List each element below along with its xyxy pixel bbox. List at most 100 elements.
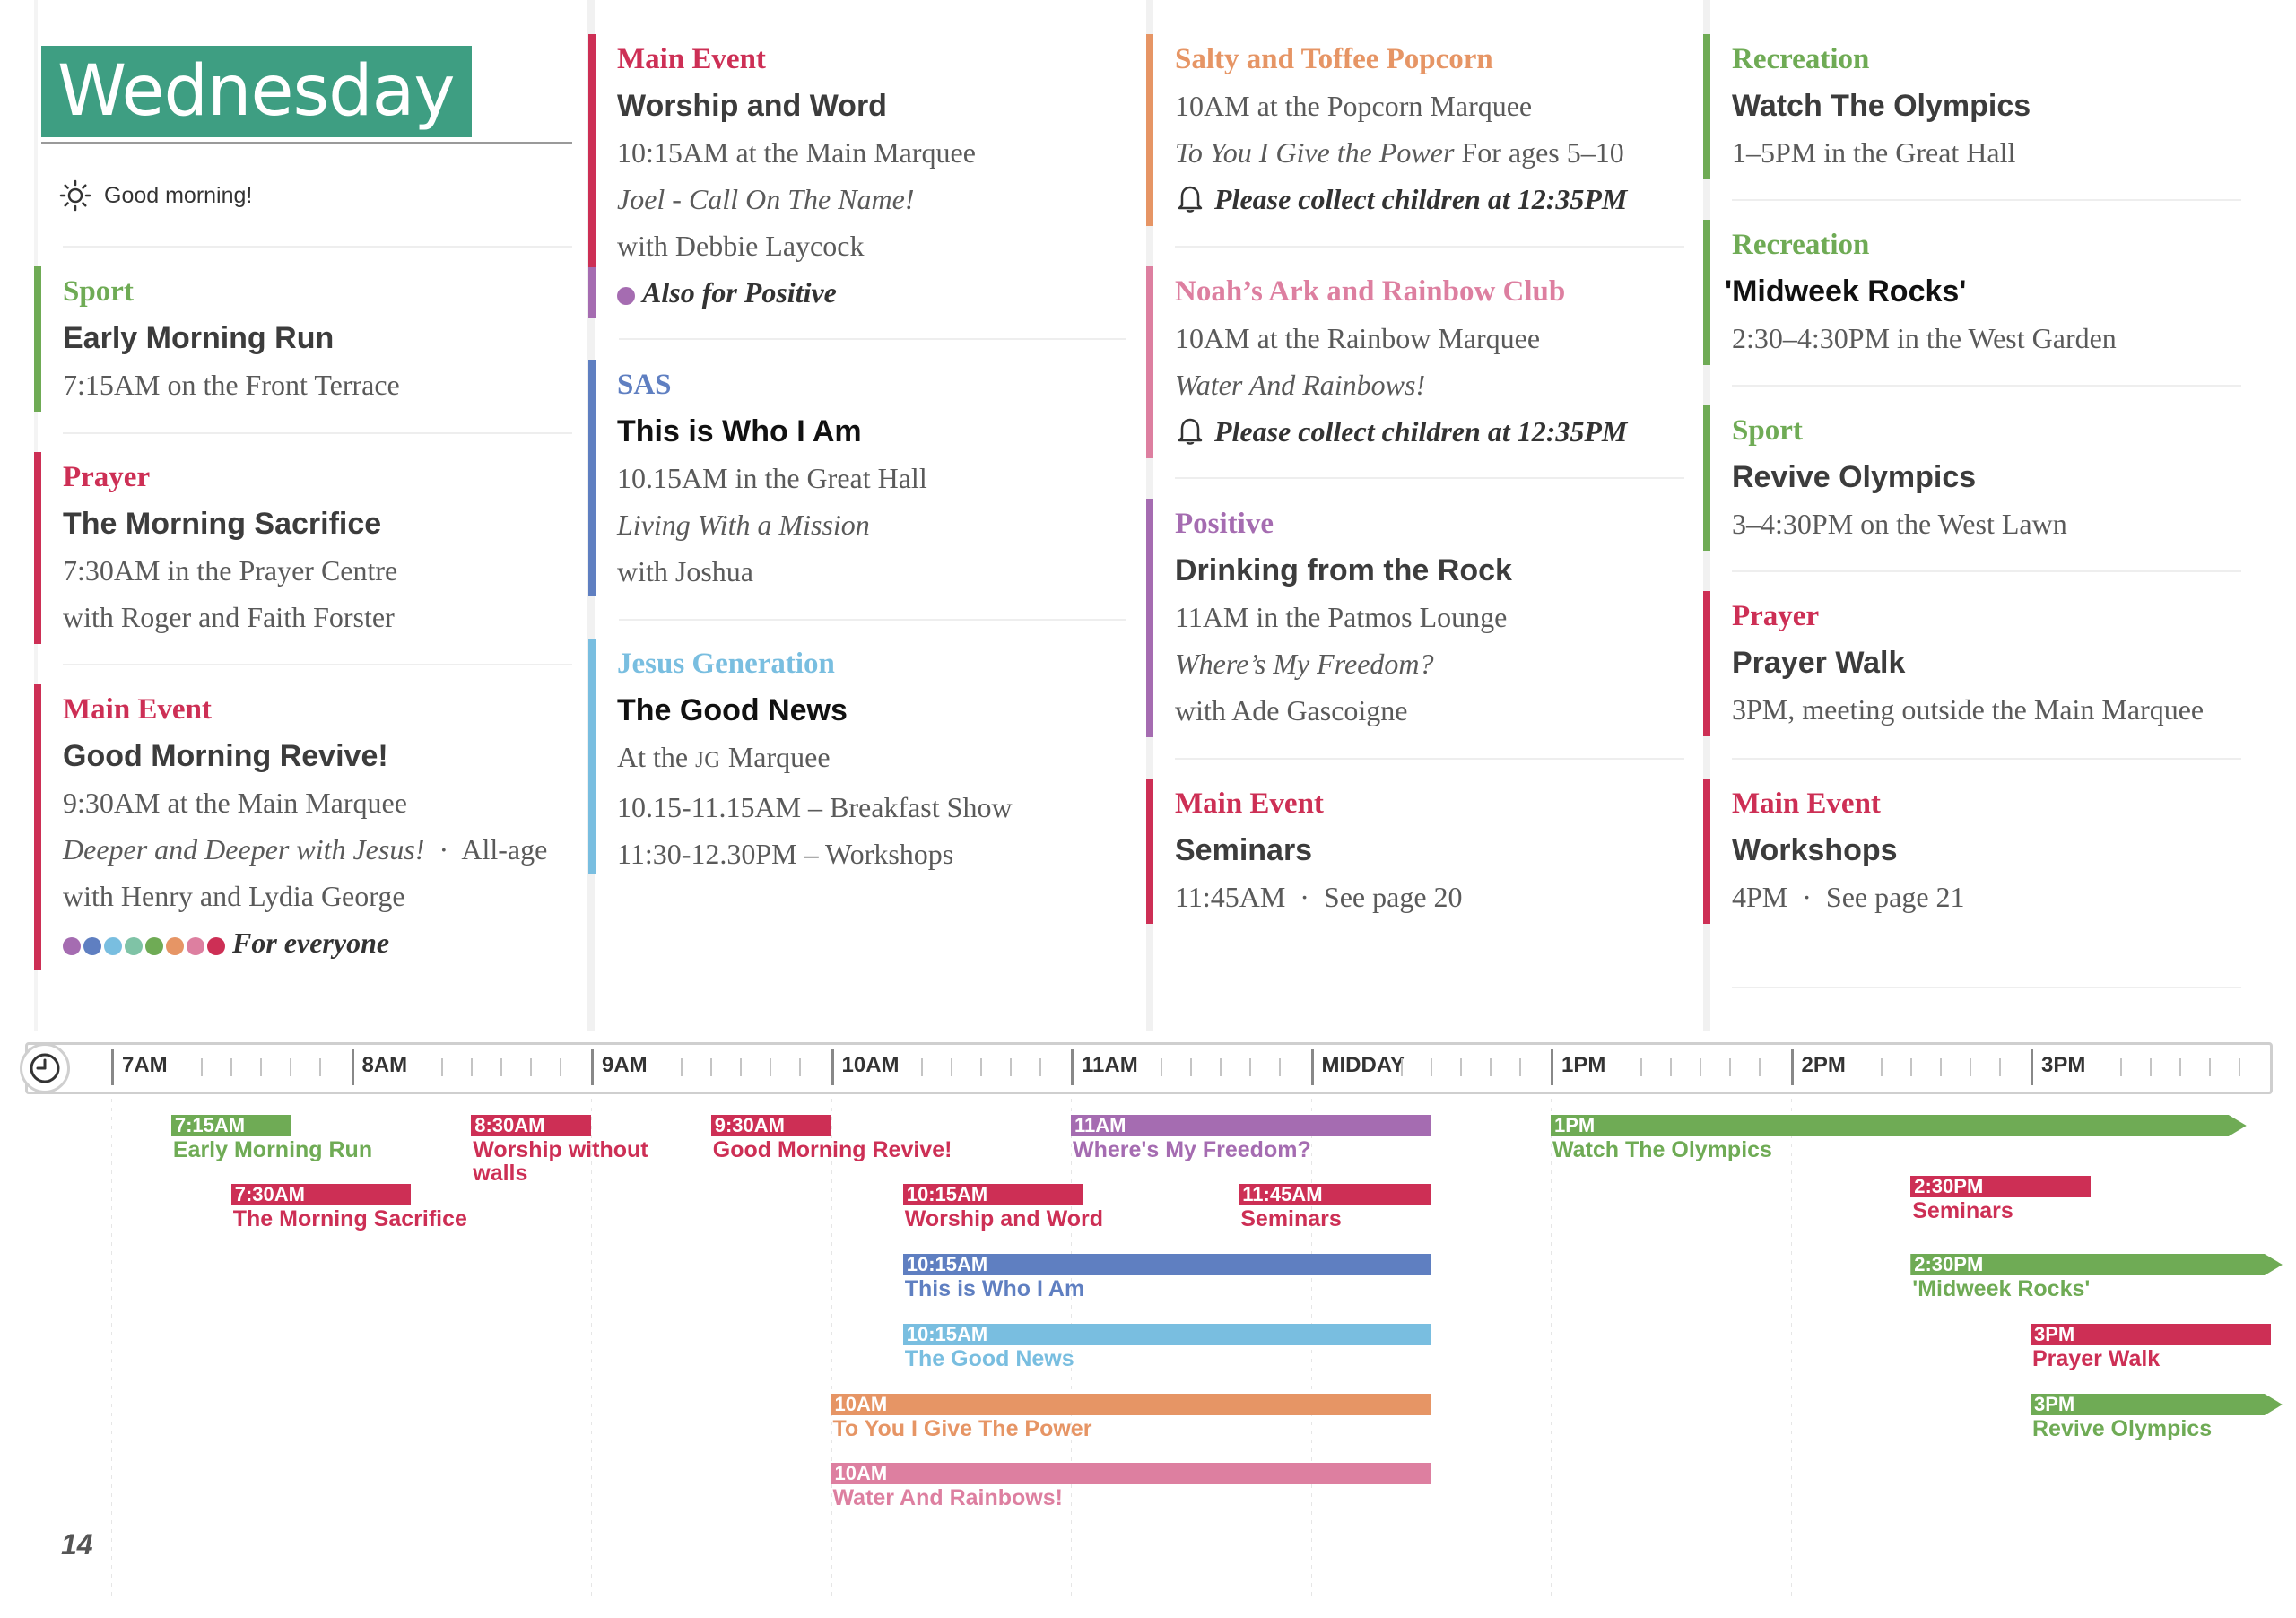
hour-label: 1PM bbox=[1561, 1053, 1606, 1077]
timeline-label: Where's My Freedom? bbox=[1073, 1137, 1311, 1162]
event-category: Sport bbox=[1732, 414, 1803, 447]
category-bar bbox=[34, 684, 41, 970]
separator bbox=[1732, 570, 2241, 572]
event-category: Main Event bbox=[1175, 787, 1324, 820]
hour-tick bbox=[831, 1049, 834, 1085]
event-card: Main Event Workshops 4PM · See page 21 bbox=[1703, 779, 2241, 926]
minute-tick bbox=[2209, 1058, 2211, 1076]
hour-label: 8AM bbox=[361, 1053, 408, 1077]
hour-tick bbox=[351, 1049, 354, 1085]
minute-tick bbox=[1759, 1058, 1761, 1076]
page-reference: See page 20 bbox=[1323, 881, 1463, 913]
minute-tick bbox=[260, 1058, 262, 1076]
minute-tick bbox=[1518, 1058, 1521, 1076]
event-category: SAS bbox=[617, 369, 672, 401]
event-title: Workshops bbox=[1732, 833, 1898, 867]
minute-tick bbox=[1489, 1058, 1492, 1076]
session-title: Water And Rainbows! bbox=[1175, 369, 1426, 401]
minute-tick bbox=[2150, 1058, 2152, 1076]
event-title: Drinking from the Rock bbox=[1175, 553, 1512, 587]
category-bar bbox=[34, 452, 41, 644]
minute-tick bbox=[1700, 1058, 1701, 1076]
timeline-label: Revive Olympics bbox=[2032, 1416, 2213, 1441]
timeline-bar: 2:30PM bbox=[1910, 1176, 2091, 1197]
timeline-label: Water And Rainbows! bbox=[832, 1485, 1063, 1510]
event-card: Main Event Worship and Word 10:15AM at t… bbox=[588, 34, 1126, 318]
minute-tick bbox=[1009, 1058, 1012, 1076]
timeline-label: This is Who I Am bbox=[904, 1276, 1085, 1301]
minute-tick bbox=[740, 1058, 742, 1076]
category-bar bbox=[588, 639, 596, 874]
event-category: Main Event bbox=[617, 43, 766, 75]
timeline-bar: 10:15AM bbox=[902, 1254, 1431, 1275]
gridline bbox=[1551, 1099, 1552, 1601]
hour-label: 7AM bbox=[122, 1053, 168, 1077]
minute-tick bbox=[979, 1058, 982, 1076]
minute-tick bbox=[1969, 1058, 1971, 1076]
event-category: Prayer bbox=[1732, 600, 1820, 632]
bell-icon bbox=[1178, 418, 1203, 445]
event-card: Main Event Good Morning Revive! 9:30AM a… bbox=[34, 684, 572, 971]
event-detail: 2:30–4:30PM in the West Garden bbox=[1732, 322, 2117, 354]
event-category: Positive bbox=[1175, 508, 1274, 540]
hour-tick bbox=[1790, 1049, 1794, 1085]
timeline-label: Seminars bbox=[1240, 1206, 1342, 1231]
separator bbox=[1175, 477, 1684, 479]
category-bar bbox=[1146, 266, 1153, 458]
greeting: Good morning! bbox=[59, 179, 252, 212]
event-detail-row: 4PM · See page 21 bbox=[1732, 881, 1965, 913]
separator bbox=[63, 664, 572, 665]
event-detail: with Roger and Faith Forster bbox=[63, 601, 395, 633]
category-bar bbox=[1703, 220, 1710, 365]
hour-tick bbox=[2031, 1049, 2033, 1085]
clock-icon bbox=[20, 1043, 70, 1093]
minute-tick bbox=[1430, 1058, 1432, 1076]
session-title: Where’s My Freedom? bbox=[1175, 648, 1434, 680]
category-bar bbox=[1146, 499, 1153, 737]
gridline bbox=[1790, 1099, 1792, 1601]
event-detail: 10AM at the Popcorn Marquee bbox=[1175, 90, 1533, 122]
hour-label: 10AM bbox=[841, 1053, 900, 1077]
timeline-bar: 3PM bbox=[2031, 1394, 2283, 1415]
timeline-label: 'Midweek Rocks' bbox=[1912, 1276, 2091, 1301]
event-detail-row: Deeper and Deeper with Jesus! · All-age bbox=[63, 833, 548, 866]
hour-tick bbox=[111, 1049, 114, 1085]
event-detail: 11AM in the Patmos Lounge bbox=[1175, 601, 1508, 633]
separator bbox=[1732, 199, 2241, 201]
gridline bbox=[591, 1099, 592, 1601]
event-title: The Morning Sacrifice bbox=[63, 507, 382, 541]
category-bar bbox=[34, 266, 41, 412]
minute-tick bbox=[1459, 1058, 1462, 1076]
event-detail: 1–5PM in the Great Hall bbox=[1732, 136, 2016, 169]
separator bbox=[1732, 385, 2241, 387]
event-category: Recreation bbox=[1732, 229, 1870, 261]
separator bbox=[619, 619, 1126, 621]
event-card: Recreation 'Midweek Rocks' 2:30–4:30PM i… bbox=[1703, 220, 2241, 367]
timeline-bar: 11:45AM bbox=[1239, 1184, 1431, 1205]
minute-tick bbox=[1279, 1058, 1281, 1076]
event-category: Main Event bbox=[63, 693, 212, 726]
event-card: Sport Revive Olympics 3–4:30PM on the We… bbox=[1703, 405, 2241, 552]
event-title: Revive Olympics bbox=[1732, 460, 1977, 494]
minute-tick bbox=[799, 1058, 801, 1076]
audience-label: For everyone bbox=[232, 926, 390, 959]
event-category: Noah’s Ark and Rainbow Club bbox=[1175, 275, 1566, 308]
event-title: Early Morning Run bbox=[63, 321, 335, 355]
separator bbox=[1732, 987, 2241, 988]
separator bbox=[63, 246, 572, 248]
minute-tick bbox=[1880, 1058, 1883, 1076]
timeline-label: The Morning Sacrifice bbox=[232, 1206, 467, 1231]
minute-tick bbox=[559, 1058, 561, 1076]
timeline-bar: 8:30AM bbox=[471, 1115, 591, 1136]
timeline-label: Prayer Walk bbox=[2032, 1346, 2161, 1371]
minute-tick bbox=[290, 1058, 291, 1076]
timeline-bar: 10AM bbox=[831, 1463, 1431, 1484]
event-detail: with Ade Gascoigne bbox=[1175, 694, 1408, 726]
minute-tick bbox=[770, 1058, 771, 1076]
separator bbox=[1175, 246, 1684, 248]
hour-label: 11AM bbox=[1082, 1053, 1138, 1077]
event-title: Worship and Word bbox=[617, 89, 887, 123]
event-detail: 10.15AM in the Great Hall bbox=[617, 462, 927, 494]
category-bar bbox=[588, 360, 596, 596]
event-card: Sport Early Morning Run 7:15AM on the Fr… bbox=[34, 266, 572, 412]
